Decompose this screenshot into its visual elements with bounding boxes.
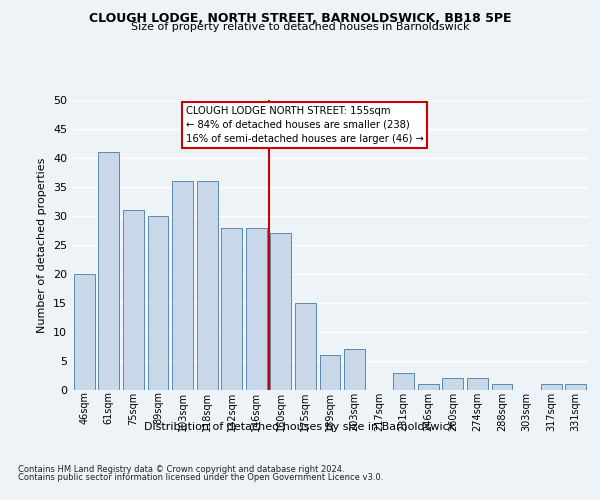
Bar bbox=[246, 228, 267, 390]
Bar bbox=[295, 303, 316, 390]
Text: CLOUGH LODGE NORTH STREET: 155sqm
← 84% of detached houses are smaller (238)
16%: CLOUGH LODGE NORTH STREET: 155sqm ← 84% … bbox=[185, 106, 424, 144]
Text: CLOUGH LODGE, NORTH STREET, BARNOLDSWICK, BB18 5PE: CLOUGH LODGE, NORTH STREET, BARNOLDSWICK… bbox=[89, 12, 511, 26]
Text: Contains HM Land Registry data © Crown copyright and database right 2024.: Contains HM Land Registry data © Crown c… bbox=[18, 465, 344, 474]
Bar bbox=[442, 378, 463, 390]
Bar bbox=[541, 384, 562, 390]
Bar bbox=[271, 234, 292, 390]
Bar bbox=[344, 350, 365, 390]
Bar bbox=[74, 274, 95, 390]
Bar bbox=[393, 372, 414, 390]
Y-axis label: Number of detached properties: Number of detached properties bbox=[37, 158, 47, 332]
Text: Contains public sector information licensed under the Open Government Licence v3: Contains public sector information licen… bbox=[18, 472, 383, 482]
Text: Distribution of detached houses by size in Barnoldswick: Distribution of detached houses by size … bbox=[145, 422, 455, 432]
Bar bbox=[197, 181, 218, 390]
Bar bbox=[221, 228, 242, 390]
Bar bbox=[320, 355, 340, 390]
Bar bbox=[172, 181, 193, 390]
Bar bbox=[123, 210, 144, 390]
Text: Size of property relative to detached houses in Barnoldswick: Size of property relative to detached ho… bbox=[131, 22, 469, 32]
Bar bbox=[491, 384, 512, 390]
Bar bbox=[565, 384, 586, 390]
Bar bbox=[467, 378, 488, 390]
Bar bbox=[148, 216, 169, 390]
Bar bbox=[98, 152, 119, 390]
Bar bbox=[418, 384, 439, 390]
